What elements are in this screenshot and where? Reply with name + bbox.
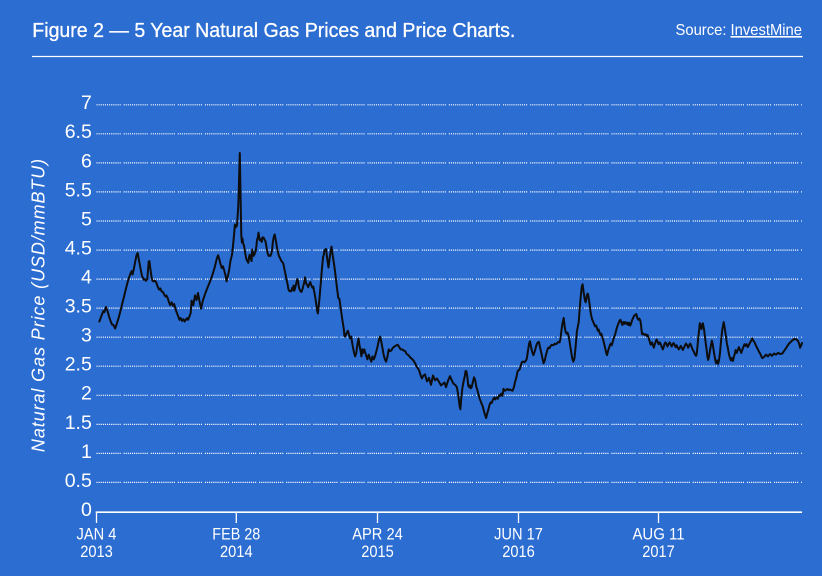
svg-text:7: 7	[81, 92, 92, 114]
svg-text:2013: 2013	[80, 543, 113, 561]
svg-text:2: 2	[81, 383, 92, 405]
svg-text:1: 1	[81, 441, 92, 463]
svg-text:APR 24: APR 24	[352, 526, 403, 544]
svg-text:5.5: 5.5	[65, 179, 92, 201]
svg-text:6.5: 6.5	[65, 121, 92, 143]
svg-text:3.5: 3.5	[65, 296, 92, 318]
svg-text:AUG 11: AUG 11	[632, 526, 684, 544]
svg-text:1.5: 1.5	[65, 412, 92, 434]
svg-text:2017: 2017	[642, 543, 675, 561]
svg-text:JUN 17: JUN 17	[494, 526, 543, 544]
svg-text:2.5: 2.5	[65, 354, 92, 376]
svg-text:FEB 28: FEB 28	[212, 526, 260, 544]
svg-text:2014: 2014	[220, 543, 253, 561]
svg-text:4: 4	[81, 267, 92, 289]
svg-text:JAN 4: JAN 4	[77, 526, 117, 544]
svg-text:Figure 2 — 5 Year Natural Gas: Figure 2 — 5 Year Natural Gas Prices and…	[32, 19, 515, 42]
svg-text:2015: 2015	[361, 543, 394, 561]
svg-text:4.5: 4.5	[65, 238, 92, 260]
svg-text:5: 5	[81, 208, 92, 230]
svg-text:Source: InvestMine: Source: InvestMine	[676, 22, 803, 39]
svg-text:Natural Gas Price (USD/mmBTU): Natural Gas Price (USD/mmBTU)	[29, 158, 49, 452]
svg-text:6: 6	[81, 150, 92, 172]
svg-text:2016: 2016	[502, 543, 535, 561]
svg-text:3: 3	[81, 325, 92, 347]
svg-text:0: 0	[81, 499, 92, 521]
svg-text:0.5: 0.5	[65, 470, 92, 492]
